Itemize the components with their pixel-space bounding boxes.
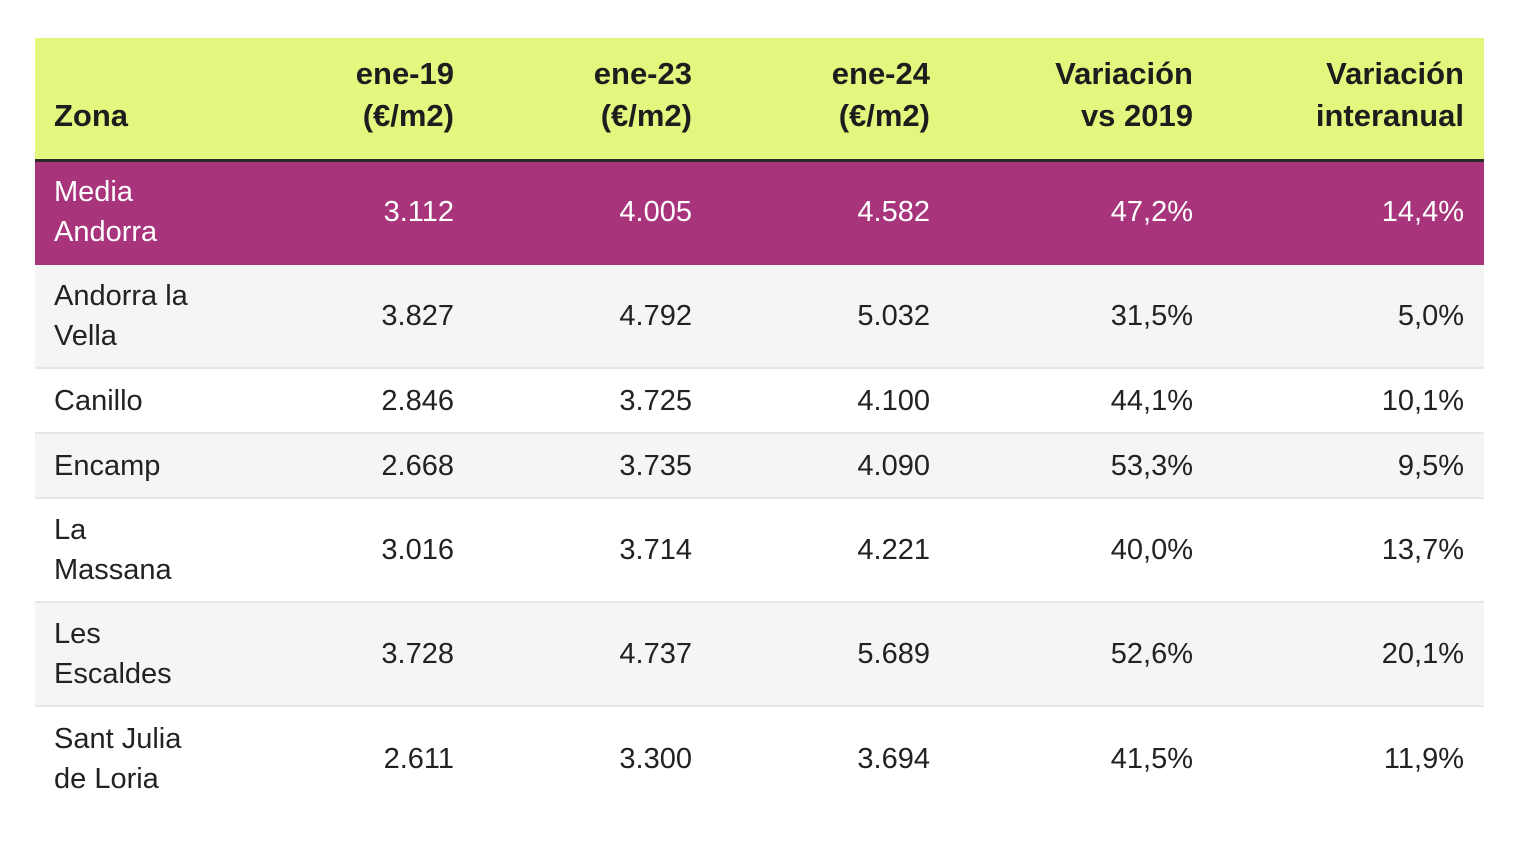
cell-ene-24: 5.689 — [712, 602, 950, 707]
cell-ene-24: 4.090 — [712, 433, 950, 499]
cell-ene-19: 2.846 — [255, 368, 474, 434]
price-table-container: Zona ene-19 (€/m2) ene-23 (€/m2) ene-24 … — [35, 38, 1484, 810]
header-variacion-2019: Variación vs 2019 — [950, 38, 1213, 162]
header-variacion-interanual-line-1: Variación — [1326, 55, 1464, 91]
header-variacion-2019-line-2: vs 2019 — [1080, 97, 1193, 133]
zona-line-2: Escaldes — [54, 658, 172, 690]
zona-line-1: Andorra la — [54, 280, 188, 312]
header-ene-24: ene-24 (€/m2) — [712, 38, 950, 162]
zona-line-2: Massana — [54, 554, 172, 586]
header-variacion-interanual: Variación interanual — [1213, 38, 1484, 162]
cell-variacion-interanual: 11,9% — [1213, 706, 1484, 810]
cell-variacion-2019: 52,6% — [950, 602, 1213, 707]
zona-line-2: Andorra — [54, 216, 158, 249]
cell-variacion-interanual: 10,1% — [1213, 368, 1484, 434]
cell-ene-23: 3.735 — [474, 433, 712, 499]
cell-ene-19: 3.016 — [255, 498, 474, 603]
header-ene-24-line-1: ene-24 — [831, 55, 930, 91]
header-variacion-2019-line-1: Variación — [1055, 55, 1193, 91]
header-ene-23-line-2: (€/m2) — [600, 97, 692, 133]
cell-variacion-2019: 53,3% — [950, 433, 1213, 499]
table-row-sant-julia-de-loria: Sant Julia de Loria 2.611 3.300 3.694 41… — [35, 706, 1484, 810]
cell-zona: Encamp — [35, 433, 255, 499]
header-ene-19-line-2: (€/m2) — [362, 97, 454, 133]
cell-ene-23: 3.725 — [474, 368, 712, 434]
cell-ene-19: 3.112 — [255, 160, 474, 265]
zona-line-2: Vella — [54, 320, 117, 352]
cell-ene-24: 5.032 — [712, 264, 950, 369]
cell-ene-24: 4.100 — [712, 368, 950, 434]
table-row-media-andorra: Media Andorra 3.112 4.005 4.582 47,2% 14… — [35, 160, 1484, 265]
cell-variacion-2019: 44,1% — [950, 368, 1213, 434]
table-row-andorra-la-vella: Andorra la Vella 3.827 4.792 5.032 31,5%… — [35, 264, 1484, 369]
cell-variacion-interanual: 9,5% — [1213, 433, 1484, 499]
cell-variacion-2019: 47,2% — [950, 160, 1213, 265]
cell-variacion-interanual: 20,1% — [1213, 602, 1484, 707]
cell-zona: Les Escaldes — [35, 602, 255, 707]
table-row-la-massana: La Massana 3.016 3.714 4.221 40,0% 13,7% — [35, 498, 1484, 603]
table-header-row: Zona ene-19 (€/m2) ene-23 (€/m2) ene-24 … — [35, 38, 1484, 162]
cell-ene-24: 3.694 — [712, 706, 950, 810]
header-ene-19: ene-19 (€/m2) — [255, 38, 474, 162]
header-zona: Zona — [35, 38, 255, 162]
zona-line-1: Encamp — [54, 449, 161, 482]
cell-ene-23: 4.737 — [474, 602, 712, 707]
zona-line-1: La — [54, 514, 87, 546]
cell-zona: Andorra la Vella — [35, 264, 255, 369]
cell-ene-24: 4.582 — [712, 160, 950, 265]
cell-ene-23: 4.792 — [474, 264, 712, 369]
header-zona-line-1: Zona — [54, 97, 129, 133]
cell-ene-19: 3.827 — [255, 264, 474, 369]
cell-zona: Canillo — [35, 368, 255, 434]
header-ene-19-line-1: ene-19 — [355, 55, 454, 91]
zona-line-1: Media — [54, 176, 133, 209]
cell-zona: Sant Julia de Loria — [35, 706, 255, 810]
cell-ene-23: 3.300 — [474, 706, 712, 810]
cell-ene-23: 4.005 — [474, 160, 712, 265]
cell-zona: La Massana — [35, 498, 255, 603]
cell-zona: Media Andorra — [35, 160, 255, 265]
cell-variacion-interanual: 13,7% — [1213, 498, 1484, 603]
cell-ene-19: 2.668 — [255, 433, 474, 499]
table-row-les-escaldes: Les Escaldes 3.728 4.737 5.689 52,6% 20,… — [35, 602, 1484, 707]
zona-line-2: de Loria — [54, 762, 159, 795]
zona-line-1: Les — [54, 618, 101, 650]
table-row-encamp: Encamp 2.668 3.735 4.090 53,3% 9,5% — [35, 433, 1484, 499]
header-ene-23-line-1: ene-23 — [593, 55, 692, 91]
header-variacion-interanual-line-2: interanual — [1315, 97, 1464, 133]
table-row-canillo: Canillo 2.846 3.725 4.100 44,1% 10,1% — [35, 368, 1484, 434]
zona-line-1: Canillo — [54, 384, 143, 417]
cell-variacion-interanual: 5,0% — [1213, 264, 1484, 369]
cell-ene-24: 4.221 — [712, 498, 950, 603]
cell-ene-23: 3.714 — [474, 498, 712, 603]
header-ene-24-line-2: (€/m2) — [838, 97, 930, 133]
cell-ene-19: 2.611 — [255, 706, 474, 810]
cell-ene-19: 3.728 — [255, 602, 474, 707]
header-ene-23: ene-23 (€/m2) — [474, 38, 712, 162]
zona-line-1: Sant Julia — [54, 722, 182, 755]
cell-variacion-2019: 41,5% — [950, 706, 1213, 810]
price-table: Zona ene-19 (€/m2) ene-23 (€/m2) ene-24 … — [35, 38, 1484, 810]
cell-variacion-interanual: 14,4% — [1213, 160, 1484, 265]
cell-variacion-2019: 40,0% — [950, 498, 1213, 603]
cell-variacion-2019: 31,5% — [950, 264, 1213, 369]
